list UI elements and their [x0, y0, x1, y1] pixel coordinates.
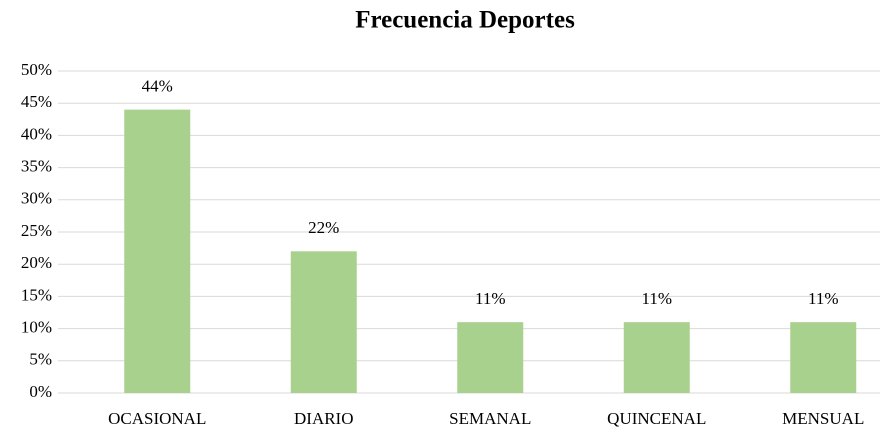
bar [124, 109, 191, 393]
data-label: 11% [641, 289, 672, 308]
data-label: 44% [142, 77, 173, 96]
y-tick-label: 50% [21, 60, 52, 79]
x-tick-label: DIARIO [294, 409, 354, 428]
bar [623, 322, 690, 393]
x-tick-label: SEMANAL [449, 409, 531, 428]
x-tick-label: QUINCENAL [607, 409, 706, 428]
chart-title: Frecuencia Deportes [355, 7, 575, 34]
y-tick-label: 45% [21, 92, 52, 111]
bar [457, 322, 524, 393]
y-tick-label: 0% [29, 382, 52, 401]
y-tick-label: 20% [21, 253, 52, 272]
x-tick-label: MENSUAL [782, 409, 864, 428]
y-tick-label: 25% [21, 221, 52, 240]
y-tick-label: 15% [21, 285, 52, 304]
y-tick-label: 10% [21, 318, 52, 337]
x-tick-label: OCASIONAL [108, 409, 206, 428]
y-tick-label: 5% [29, 350, 52, 369]
y-tick-label: 30% [21, 189, 52, 208]
data-label: 11% [808, 289, 839, 308]
y-tick-label: 40% [21, 124, 52, 143]
bar [290, 251, 357, 393]
bar [790, 322, 857, 393]
y-tick-label: 35% [21, 157, 52, 176]
data-label: 11% [475, 289, 506, 308]
data-label: 22% [308, 218, 339, 237]
